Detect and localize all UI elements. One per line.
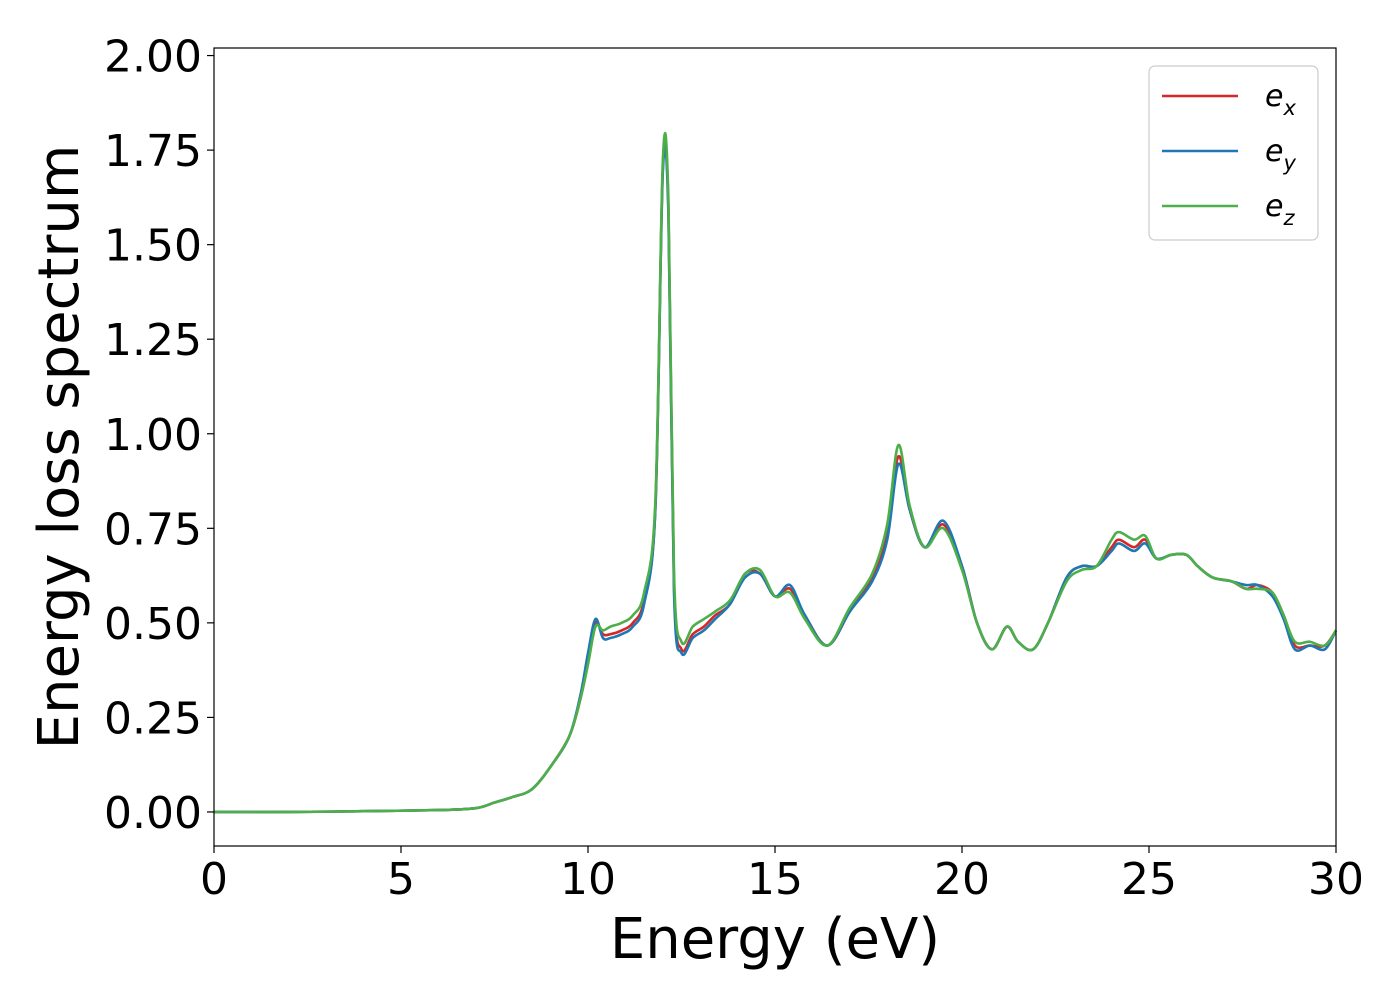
x-tick-label: 25 [1121,854,1177,905]
y-tick-label: 0.00 [104,788,202,839]
y-tick-label: 1.75 [104,126,202,177]
y-tick-label: 1.50 [104,221,202,272]
y-tick-label: 0.25 [104,693,202,744]
legend-box [1148,65,1319,241]
series-layer [213,132,1338,814]
legend-label-x: ex [1265,79,1296,120]
legend-label-z: ez [1265,189,1295,230]
y-axis-label: Energy loss spectrum [27,145,92,750]
y-axis: 0.00 0.25 0.50 0.75 1.00 1.25 1.50 1.75 2.00 [104,32,214,839]
x-tick-label: 15 [747,854,803,905]
series-line-z [213,132,1338,814]
x-tick-label: 20 [934,854,990,905]
y-tick-label: 0.75 [104,504,202,555]
y-tick-label: 0.50 [104,599,202,650]
y-tick-label: 1.25 [104,315,202,366]
x-tick-label: 0 [200,854,228,905]
legend-label-y: ey [1265,134,1296,175]
x-tick-label: 10 [560,854,616,905]
x-axis: 0 5 10 15 20 25 30 [200,846,1364,905]
y-tick-label: 1.00 [104,410,202,461]
legend: ex ey ez [1148,65,1319,241]
legend-items: ex ey ez [1162,79,1296,230]
x-tick-label: 5 [387,854,415,905]
x-axis-label: Energy (eV) [610,907,940,972]
x-tick-label: 30 [1308,854,1364,905]
y-tick-label: 2.00 [104,32,202,83]
